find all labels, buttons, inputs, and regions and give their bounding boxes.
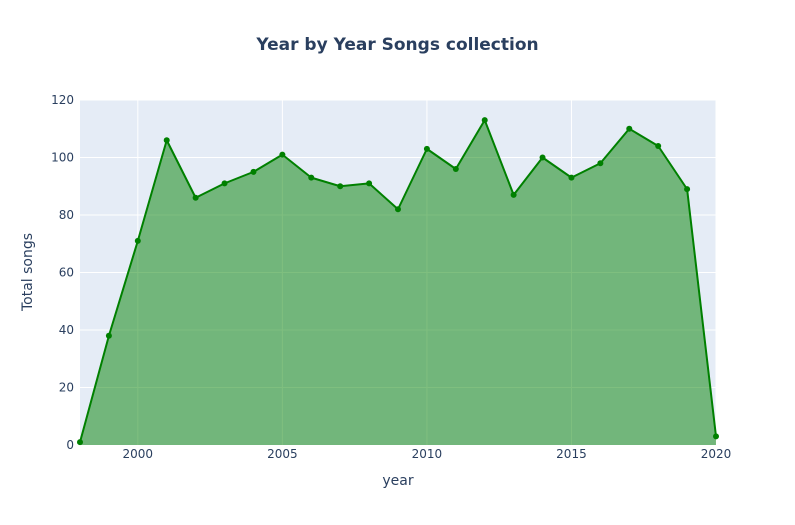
points-layer [77,117,719,446]
data-point [510,191,517,198]
data-point [481,117,488,124]
data-point [713,433,719,440]
data-point [221,180,228,187]
data-point [134,237,141,244]
data-point [250,168,257,175]
y-tick-label: 80 [59,208,74,222]
data-point [279,151,286,158]
y-axis-label: Total songs [20,233,36,312]
data-point [568,174,575,181]
data-point [366,180,373,187]
data-point [105,332,112,339]
data-point [626,125,633,132]
data-point [655,143,662,149]
data-point [308,174,315,181]
data-point [539,154,546,161]
y-tick-label: 100 [51,151,74,165]
area-fill [80,120,716,445]
data-point [77,439,83,446]
x-tick-label: 2000 [123,447,154,461]
data-point [423,145,430,152]
x-tick-labels: 2000 2005 2010 2015 2020 [123,447,732,461]
data-point [597,160,604,167]
x-axis-label: year [382,473,413,489]
data-point [684,186,691,193]
chart-title: Year by Year Songs collection [255,35,538,55]
x-tick-label: 2010 [412,447,443,461]
y-tick-label: 120 [51,93,74,107]
y-tick-label: 20 [59,381,74,395]
data-point [337,183,344,190]
data-point [452,166,459,172]
y-tick-label: 40 [59,323,74,337]
y-tick-label: 60 [59,266,74,280]
data-point [192,194,199,201]
y-tick-labels: 0 20 40 60 80 100 120 [51,93,74,452]
x-tick-label: 2020 [701,447,732,461]
data-point [395,206,401,213]
x-tick-label: 2015 [556,447,587,461]
data-point [163,137,170,144]
y-tick-label: 0 [66,438,74,452]
x-tick-label: 2005 [267,447,298,461]
